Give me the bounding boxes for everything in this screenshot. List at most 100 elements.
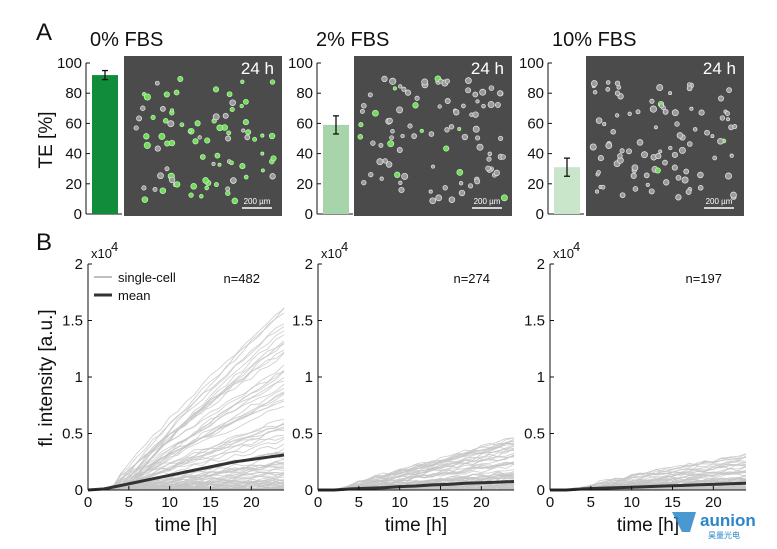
cell [199, 154, 206, 160]
cell [635, 109, 641, 115]
single-cell-trace [318, 474, 515, 491]
mean-line [318, 480, 515, 492]
cell [162, 118, 169, 124]
cell [428, 131, 435, 137]
single-cell-trace [549, 453, 747, 491]
y-tick-label: 0 [74, 206, 82, 223]
cell [605, 87, 611, 92]
cell [619, 192, 626, 199]
cell [414, 95, 420, 101]
cell [179, 122, 185, 128]
cell [662, 108, 669, 115]
micrograph-image: 24 h 200 µm [354, 56, 512, 216]
cell [627, 111, 632, 116]
cell [717, 138, 724, 145]
te-bar [323, 124, 349, 214]
cell [174, 181, 181, 188]
cell [243, 98, 249, 105]
mean-line [550, 481, 747, 492]
x-tick-label: 15 [432, 494, 449, 511]
x-tick-label: 15 [664, 494, 681, 511]
y-tick-label: 1.5 [524, 313, 545, 330]
cell [401, 86, 407, 92]
cell [211, 161, 216, 166]
cell [457, 127, 462, 131]
cell [658, 149, 663, 154]
y-tick-label: 40 [296, 146, 313, 163]
y-multiplier-label: x10 [321, 246, 342, 261]
cell [595, 117, 603, 124]
cell [398, 84, 403, 89]
cell [269, 173, 276, 180]
cell [726, 117, 730, 122]
cell [407, 123, 413, 129]
y-tick-label: 1 [75, 369, 83, 386]
y-tick-label: 2 [305, 256, 313, 273]
cell [602, 122, 607, 127]
cell [226, 130, 232, 136]
cell [386, 117, 393, 124]
condition-title: 10% FBS [552, 29, 636, 51]
cell [659, 103, 664, 109]
y-tick-label: 40 [65, 146, 82, 163]
cell [213, 182, 219, 188]
y-tick-label: 2 [75, 256, 83, 273]
cell [458, 189, 466, 197]
x-tick-label: 5 [587, 494, 595, 511]
cell [472, 125, 480, 133]
cell [150, 114, 156, 120]
y-tick-label: 80 [65, 85, 82, 102]
cell [617, 153, 623, 159]
bar-panel-2: 10% FBS 0 20 40 60 80 100 24 h 200 µm [519, 29, 744, 223]
cell [488, 85, 495, 91]
cell [152, 186, 158, 192]
n-label: n=274 [453, 271, 490, 286]
cell [663, 179, 670, 186]
y-tick-label: 40 [527, 146, 544, 163]
cell [641, 151, 648, 159]
x-tick-label: 10 [161, 494, 178, 511]
cell [675, 174, 682, 181]
y-tick-label: 1.5 [62, 313, 83, 330]
cell [133, 125, 139, 131]
y-tick-label: 20 [65, 176, 82, 193]
cell [204, 137, 211, 144]
cell [649, 98, 655, 104]
mean-line [87, 453, 285, 492]
x-tick-label: 0 [314, 494, 322, 511]
cell [685, 188, 692, 195]
scale-bar-label: 200 µm [244, 197, 271, 206]
cell [487, 101, 495, 109]
cell [154, 80, 160, 86]
image-time-label: 24 h [241, 59, 274, 78]
y-tick-label: 20 [296, 176, 313, 193]
y-tick-label: 60 [527, 115, 544, 132]
micrograph-background [586, 56, 744, 216]
panel-a-letter: A [36, 19, 52, 46]
cell [435, 194, 443, 202]
x-axis-label: time [h] [385, 515, 447, 536]
cell [225, 186, 231, 192]
cell [668, 91, 673, 96]
image-time-label: 24 h [471, 59, 504, 78]
cell [589, 143, 597, 151]
cell [226, 91, 233, 98]
cell [497, 90, 504, 97]
panel-b-letter: B [36, 229, 52, 256]
cell [461, 133, 469, 141]
cell [437, 104, 442, 109]
cell [404, 89, 412, 96]
cell [231, 197, 239, 205]
cell [217, 162, 222, 167]
cell [159, 187, 167, 194]
single-cell-trace [87, 364, 285, 491]
cell [229, 99, 236, 106]
cell [453, 109, 460, 116]
cell [199, 194, 204, 199]
single-cell-trace [88, 340, 285, 491]
x-tick-label: 0 [84, 494, 92, 511]
